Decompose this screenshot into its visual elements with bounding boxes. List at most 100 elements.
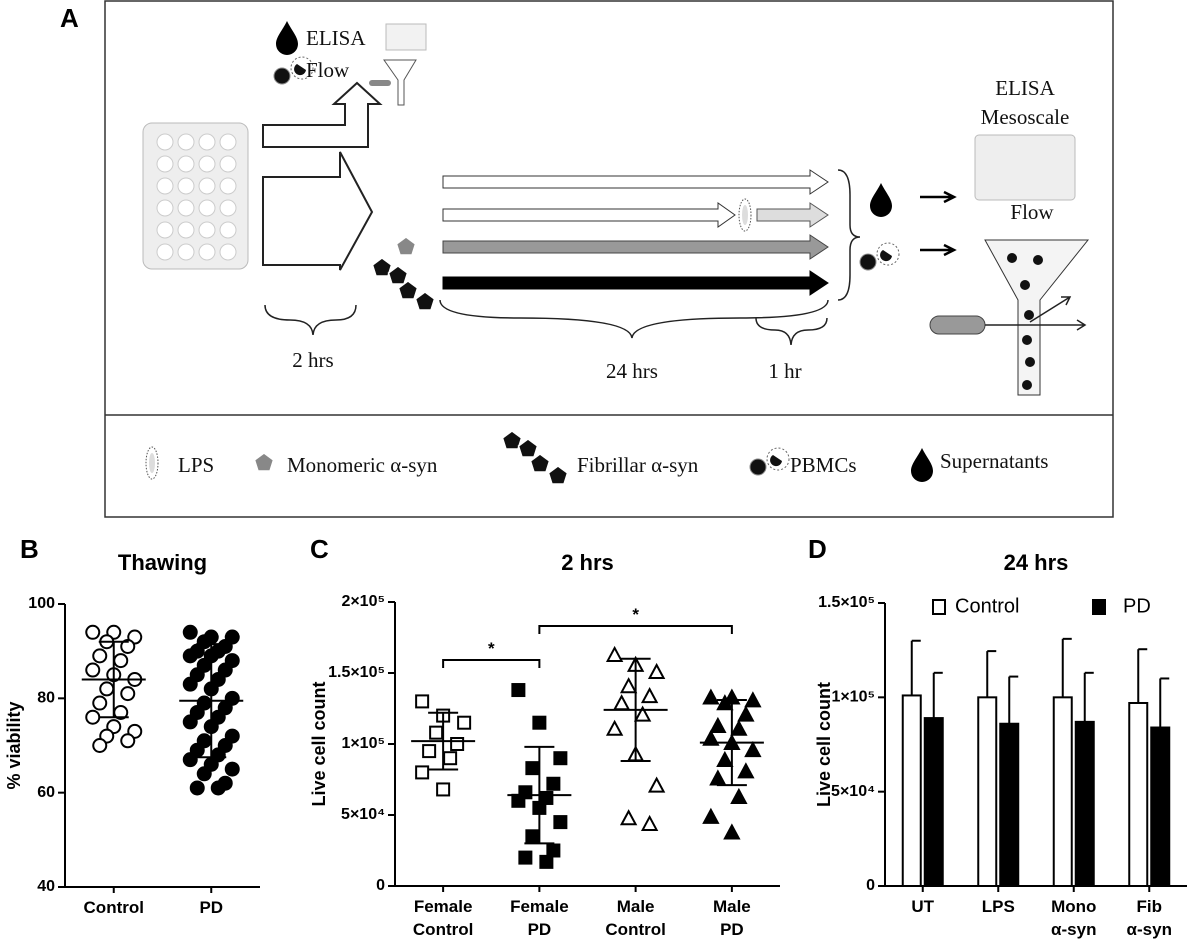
- point: [612, 694, 631, 711]
- bar: [1150, 726, 1171, 888]
- point: [640, 814, 659, 831]
- chart-title: Thawing: [118, 550, 207, 575]
- y-tick-label: 5×10⁴: [831, 783, 875, 800]
- legend-label: Fibrillar α-syn: [577, 453, 699, 477]
- lps-icon: [145, 446, 159, 480]
- fibril-icon: [371, 257, 436, 311]
- x-tick-label: Male: [617, 897, 655, 916]
- well: [219, 133, 237, 151]
- plate-icon: [385, 23, 427, 51]
- well: [177, 155, 195, 173]
- duration: 24 hrs: [606, 359, 658, 383]
- point: [744, 740, 762, 758]
- point: [546, 776, 561, 791]
- point: [730, 719, 748, 736]
- point: [85, 662, 101, 678]
- well: [156, 177, 174, 195]
- panel-letter: C: [310, 534, 329, 564]
- chart-title: 24 hrs: [1004, 550, 1069, 575]
- point: [120, 686, 136, 702]
- well: [219, 221, 237, 239]
- drop-icon: [870, 183, 892, 217]
- y-axis-label: Live cell count: [814, 682, 834, 807]
- y-axis-label: Live cell count: [309, 681, 329, 806]
- arrow: [442, 270, 829, 296]
- bar: [1052, 696, 1073, 887]
- label: ELISA: [995, 76, 1055, 100]
- well: [219, 155, 237, 173]
- brace: [755, 317, 828, 346]
- well: [156, 199, 174, 217]
- lps-icon: [738, 198, 752, 232]
- x-tick-label: PD: [720, 920, 744, 939]
- x-tick-label: Female: [414, 897, 473, 916]
- x-tick-label: Control: [84, 898, 144, 917]
- y-tick-label: 5×10⁴: [341, 806, 385, 823]
- point: [709, 769, 727, 786]
- point: [85, 624, 101, 640]
- legend-label: Supernatants: [940, 449, 1048, 473]
- x-tick-label: α-syn: [1051, 920, 1096, 939]
- label: ELISA: [306, 26, 366, 50]
- point: [553, 815, 568, 830]
- brace: [837, 169, 861, 301]
- point: [85, 709, 101, 725]
- drop-icon: [911, 448, 933, 482]
- point: [120, 638, 136, 654]
- significance-bracket: [538, 624, 733, 634]
- well: [177, 133, 195, 151]
- point: [422, 744, 437, 759]
- funnel-icon: [383, 59, 417, 106]
- well: [198, 199, 216, 217]
- y-axis-label: % viability: [4, 701, 24, 789]
- point: [415, 765, 430, 780]
- well: [156, 243, 174, 261]
- x-tick-label: Control: [605, 920, 665, 939]
- point: [189, 780, 205, 796]
- point: [525, 829, 540, 844]
- point: [92, 738, 108, 753]
- label: Flow: [306, 58, 350, 82]
- brace: [439, 299, 829, 339]
- point: [518, 850, 533, 865]
- duration: 1 hr: [768, 359, 801, 383]
- well: [198, 243, 216, 261]
- y-tick-label: 40: [37, 878, 55, 895]
- point: [436, 782, 451, 797]
- point: [525, 761, 540, 776]
- point: [182, 714, 198, 730]
- point: [730, 787, 748, 804]
- point: [737, 762, 755, 779]
- arrow: [442, 169, 829, 195]
- cells-icon: [859, 242, 900, 271]
- plate: [974, 134, 1076, 201]
- point: [546, 843, 561, 858]
- bar: [923, 717, 944, 887]
- arrow: [756, 202, 829, 228]
- laser-icon: [369, 80, 391, 86]
- panel-letter: B: [20, 534, 39, 564]
- monomer-icon: [395, 236, 417, 256]
- point: [709, 716, 727, 733]
- bar: [1074, 720, 1095, 887]
- significance-bracket: [442, 659, 541, 669]
- point: [182, 624, 198, 640]
- bar: [977, 696, 998, 887]
- point: [457, 715, 472, 730]
- point: [619, 677, 638, 694]
- x-tick-label: Mono: [1051, 897, 1096, 916]
- point: [450, 737, 465, 751]
- arrow: [262, 151, 374, 271]
- well: [156, 221, 174, 239]
- point: [113, 653, 129, 669]
- x-tick-label: PD: [528, 920, 552, 939]
- legend-label: LPS: [178, 453, 214, 477]
- legend-label: PBMCs: [790, 453, 857, 477]
- point: [182, 676, 198, 692]
- well: [177, 177, 195, 195]
- well: [219, 243, 237, 261]
- point: [605, 645, 624, 662]
- chart-title: 2 hrs: [561, 550, 614, 575]
- y-tick-label: 0: [866, 877, 875, 894]
- well: [198, 221, 216, 239]
